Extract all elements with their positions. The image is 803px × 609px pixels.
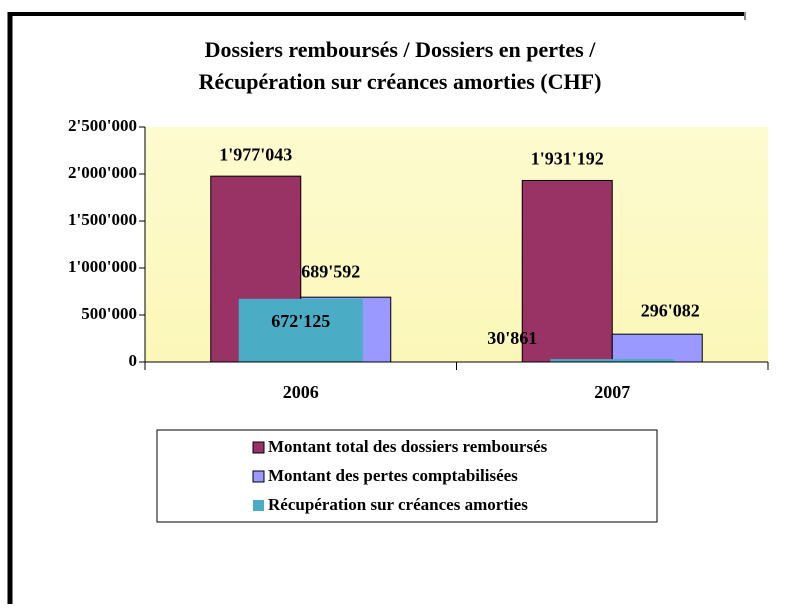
bar (521, 179, 613, 363)
data-label: 1'931'192 (531, 149, 604, 169)
legend-label: Récupération sur créances amorties (268, 495, 528, 514)
data-label: 296'082 (641, 300, 700, 320)
legend (156, 429, 658, 523)
y-tick-label: 500'000 (81, 304, 137, 323)
legend-swatch (253, 500, 264, 511)
legend-label: Montant des pertes comptabilisées (268, 466, 518, 485)
x-tick-label: 2007 (594, 382, 630, 402)
y-tick-label: 1'500'000 (68, 210, 137, 229)
bar (550, 359, 675, 362)
y-tick-label: 2'000'000 (68, 163, 137, 182)
bar (611, 333, 703, 363)
y-tick-label: 2'500'000 (68, 116, 137, 135)
data-label: 30'861 (487, 328, 537, 348)
chart-title: Récupération sur créances amorties (CHF) (199, 69, 602, 94)
legend-swatch (252, 470, 265, 483)
data-label: 1'977'043 (219, 144, 292, 164)
legend-label: Montant total des dossiers remboursés (268, 437, 548, 456)
y-tick-label: 1'000'000 (68, 257, 137, 276)
data-label: 689'592 (301, 261, 360, 281)
bar (238, 298, 363, 362)
y-tick-label: 0 (129, 351, 138, 370)
x-tick-label: 2006 (283, 382, 319, 402)
data-label: 672'125 (271, 311, 330, 331)
chart-title: Dossiers remboursés / Dossiers en pertes… (205, 37, 597, 62)
legend-swatch (252, 441, 265, 454)
